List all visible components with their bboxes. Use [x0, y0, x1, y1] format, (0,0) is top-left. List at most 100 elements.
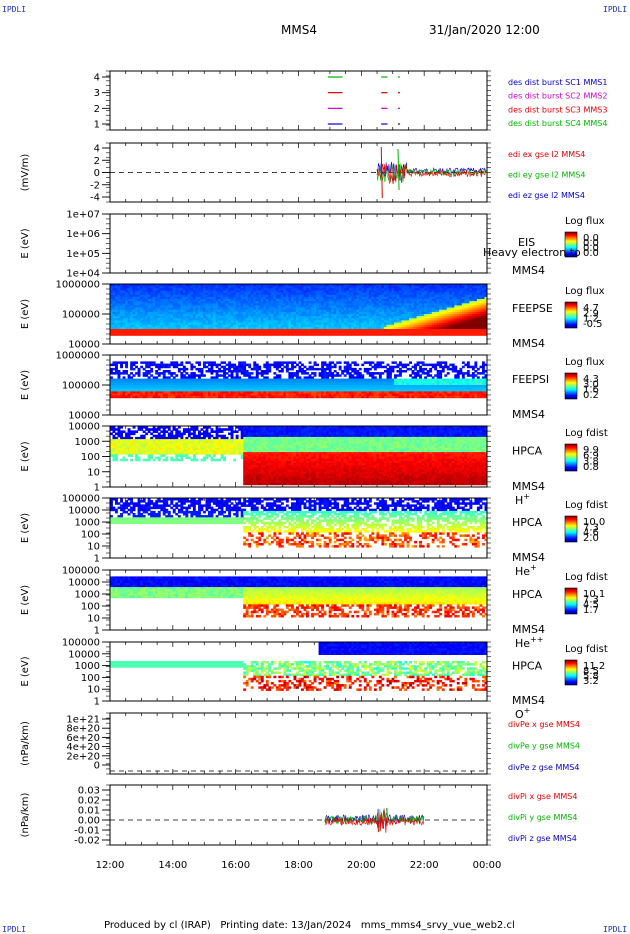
spectrogram-cell: [270, 296, 274, 300]
efield-spike: [397, 148, 400, 191]
spectrogram-cell: [140, 286, 144, 289]
spectrogram-cell: [185, 380, 189, 384]
spectrogram-cell: [253, 322, 257, 326]
spectrogram-cell: [341, 307, 345, 311]
spectrogram-cell: [321, 318, 324, 321]
spectrogram-cell: [112, 322, 116, 326]
spectrogram-cell: [157, 395, 161, 399]
spectrogram-cell: [240, 395, 244, 399]
spectrogram-cell: [205, 326, 209, 330]
spectrogram-cell: [316, 311, 319, 315]
spectrogram-cell: [260, 331, 264, 334]
spectrogram-cell: [162, 382, 166, 386]
spectrogram-cell: [296, 326, 299, 330]
spectrogram-cell: [358, 324, 362, 328]
spectrogram-cell: [331, 296, 335, 300]
spectrogram-cell: [177, 294, 181, 298]
spectrogram-cell: [210, 316, 214, 319]
spectrogram-cell: [255, 374, 259, 377]
spectrogram-cell: [301, 284, 304, 287]
spectrogram-cell: [152, 318, 156, 321]
spectrogram-cell: [147, 324, 151, 328]
spectrogram-cell: [132, 380, 136, 384]
spectrogram-cell: [366, 303, 370, 306]
spectrogram-cell: [431, 294, 435, 298]
spectrogram-cell: [351, 309, 355, 313]
spectrogram-cell: [213, 309, 216, 313]
spectrogram-cell: [338, 294, 342, 298]
spectrogram-cell: [137, 385, 141, 388]
spectrogram-cell: [180, 290, 184, 293]
spectrogram-cell: [215, 329, 219, 332]
spectrogram-cell: [278, 370, 282, 373]
spectrogram-cell: [142, 311, 146, 315]
spectrogram-cell: [233, 376, 237, 379]
spectrogram-cell: [120, 333, 123, 336]
spectrogram-cell: [343, 316, 347, 319]
spectrogram-cell: [243, 292, 247, 296]
spectrogram-cell: [192, 365, 196, 369]
spectrogram-cell: [135, 324, 138, 328]
spectrogram-cell: [177, 324, 181, 328]
spectrogram-cell: [253, 305, 257, 308]
spectrogram-cell: [384, 299, 387, 302]
spectrogram-cell: [434, 311, 438, 315]
spectrogram-cell: [366, 326, 370, 330]
spectrogram-cell: [238, 395, 242, 399]
spectrogram-cell: [446, 284, 450, 287]
spectrogram-cell: [147, 326, 151, 330]
spectrogram-cell: [203, 311, 206, 315]
spectrogram-cell: [223, 314, 226, 317]
spectrogram-cell: [265, 365, 269, 369]
spectrogram-cell: [182, 316, 186, 319]
spectrogram-cell: [381, 299, 385, 302]
spectrogram-cell: [213, 303, 216, 306]
spectrogram-cell: [127, 311, 131, 315]
spectrogram-cell: [411, 284, 415, 287]
spectrogram-cell: [288, 318, 292, 321]
spectrogram-cell: [283, 322, 287, 326]
spectrogram-cell: [444, 320, 448, 323]
spectrogram-cell: [283, 294, 287, 298]
spectrogram-cell: [220, 331, 224, 334]
spectrogram-cell: [265, 324, 269, 328]
spectrogram-cell: [409, 292, 412, 296]
spectrogram-cell: [293, 288, 297, 291]
spectrogram-cell: [195, 296, 199, 300]
spectrogram-cell: [127, 290, 131, 293]
spectrogram-cell: [368, 314, 372, 317]
spectrogram-cell: [484, 303, 488, 306]
spectrogram-cell: [275, 367, 279, 371]
spectrogram-cell: [311, 309, 314, 313]
spectrogram-cell: [223, 296, 226, 300]
spectrogram-cell: [338, 303, 342, 306]
spectrogram-cell: [378, 316, 382, 319]
spectrogram-cell: [265, 290, 269, 293]
spectrogram-cell: [464, 292, 468, 296]
spectrogram-cell: [328, 324, 332, 328]
spectrogram-cell: [230, 311, 234, 315]
spectrogram-cell: [167, 363, 171, 367]
spectrogram-cell: [162, 326, 166, 330]
spectrogram-cell: [373, 322, 377, 326]
spectrogram-cell: [170, 324, 174, 328]
spectrogram-cell: [240, 294, 244, 298]
spectrogram-cell: [258, 316, 262, 319]
spectrogram-cell: [263, 385, 267, 388]
spectrogram-cell: [185, 292, 189, 296]
spectrogram-cell: [165, 363, 169, 367]
spectrogram-cell: [303, 292, 307, 296]
spectrogram-cell: [245, 307, 249, 311]
spectrogram-cell: [444, 286, 448, 289]
spectrogram-cell: [172, 318, 176, 321]
spectrogram-cell: [346, 299, 350, 302]
spectrogram-cell: [150, 333, 154, 336]
spectrogram-cell: [263, 299, 267, 302]
spectrogram-cell: [384, 292, 387, 296]
spectrogram-cell: [195, 286, 199, 289]
spectrogram-cell: [167, 314, 171, 317]
spectrogram-cell: [165, 389, 169, 392]
spectrogram-cell: [250, 320, 254, 323]
spectrogram-cell: [263, 290, 267, 293]
spectrogram-cell: [243, 318, 247, 321]
